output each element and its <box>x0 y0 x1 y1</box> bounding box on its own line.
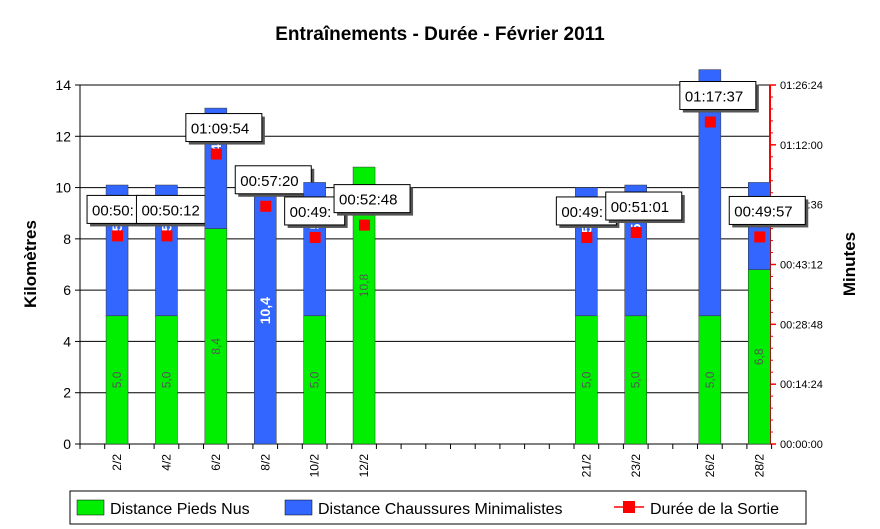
x-tick-label: 12/2 <box>357 454 371 478</box>
duration-marker <box>210 148 222 160</box>
y-tick-label: 4 <box>63 333 71 349</box>
duration-callout-box <box>135 194 213 224</box>
legend: Distance Pieds Nus Distance Chaussures Mi… <box>69 490 807 525</box>
y2-tick-label: 01:12:00 <box>780 140 823 152</box>
duration-callout-label: 00:50:12 <box>141 202 199 219</box>
y2-axis-label: Minutes <box>840 232 859 296</box>
duration-callout-box <box>679 80 757 110</box>
data-label-pieds-nus: 5,0 <box>110 371 124 388</box>
data-label-pieds-nus: 5,0 <box>159 371 173 388</box>
duration-callout-box <box>333 184 411 214</box>
duration-marker <box>359 219 371 231</box>
legend-swatch-duree <box>623 501 635 513</box>
duration-callout-box <box>234 165 312 195</box>
legend-box <box>69 490 807 525</box>
duration-marker <box>630 227 642 239</box>
duration-callout-label: 00:49: <box>290 204 332 221</box>
duration-callout-label: 00:50: <box>92 202 134 219</box>
data-label-pieds-nus: 10,8 <box>357 274 371 298</box>
duration-marker <box>112 230 124 242</box>
y-tick-label: 2 <box>63 385 71 401</box>
duration-callout-label: 01:17:37 <box>685 88 743 105</box>
data-label-pieds-nus: 6,8 <box>752 348 766 365</box>
data-label-pieds-nus: 8,4 <box>209 338 223 355</box>
data-label-pieds-nus: 5,0 <box>308 371 322 388</box>
x-tick-label: 2/2 <box>110 454 124 471</box>
duration-callout-box <box>185 113 263 143</box>
x-tick-label: 10/2 <box>308 454 322 478</box>
bar-pieds-nus <box>204 228 228 445</box>
legend-label-chaussures: Distance Chaussures Minimalistes <box>318 501 563 518</box>
x-tick-label: 21/2 <box>579 454 593 478</box>
duration-callout-box <box>605 191 683 221</box>
legend-label-duree: Durée de la Sortie <box>650 501 779 518</box>
data-label-chaussures: 10,4 <box>257 297 273 324</box>
y2-tick-label: 00:00:00 <box>780 439 823 451</box>
legend-swatch-pieds-nus <box>76 499 105 516</box>
duration-callout-label: 00:57:20 <box>240 173 298 190</box>
y2-tick-label: 00:28:48 <box>780 319 823 331</box>
legend-label-pieds-nus: Distance Pieds Nus <box>110 501 250 518</box>
duration-callout-label: 01:09:54 <box>191 121 249 138</box>
x-tick-label: 4/2 <box>159 454 173 471</box>
y2-tick-label: 01:26:24 <box>780 80 823 92</box>
duration-callout-label: 00:49: <box>561 204 603 221</box>
y2-tick-label: 00:14:24 <box>780 379 823 391</box>
duration-marker <box>704 116 716 128</box>
duration-marker <box>309 231 321 243</box>
y-tick-label: 6 <box>63 282 71 298</box>
y-axis-label: Kilomètres <box>21 220 40 308</box>
y-tick-label: 8 <box>63 231 71 247</box>
y2-tick-label: 00:43:12 <box>780 260 823 272</box>
x-tick-label: 23/2 <box>629 454 643 478</box>
duration-callout-label: 00:51:01 <box>611 199 669 216</box>
y-tick-label: 10 <box>55 180 71 196</box>
x-tick-label: 6/2 <box>209 454 223 471</box>
y-tick-label: 0 <box>63 436 71 452</box>
bar-pieds-nus <box>352 166 376 445</box>
duration-marker <box>754 231 766 243</box>
x-tick-label: 26/2 <box>703 454 717 478</box>
duration-callout-label: 00:52:48 <box>339 192 397 209</box>
plot-area: 0 2 4 6 8 10 12 14 00:00:00 00:14:24 00:28:48 00:43… <box>55 69 823 478</box>
data-label-pieds-nus: 5,0 <box>703 371 717 388</box>
duration-marker <box>161 230 173 242</box>
y-tick-label: 14 <box>55 77 71 93</box>
duration-marker <box>260 200 272 212</box>
duration-callout-box <box>728 195 806 225</box>
x-tick-label: 28/2 <box>752 454 766 478</box>
legend-swatch-chaussures <box>284 499 313 516</box>
data-label-pieds-nus: 5,0 <box>579 371 593 388</box>
y-tick-label: 12 <box>55 128 71 144</box>
bar-chaussures <box>698 69 722 317</box>
chart-title: Entraînements - Durée - Février 2011 <box>275 24 605 45</box>
data-label-pieds-nus: 5,0 <box>629 371 643 388</box>
x-tick-label: 8/2 <box>258 454 272 471</box>
duration-callout-label: 00:49:57 <box>734 203 792 220</box>
duration-marker <box>581 231 593 243</box>
